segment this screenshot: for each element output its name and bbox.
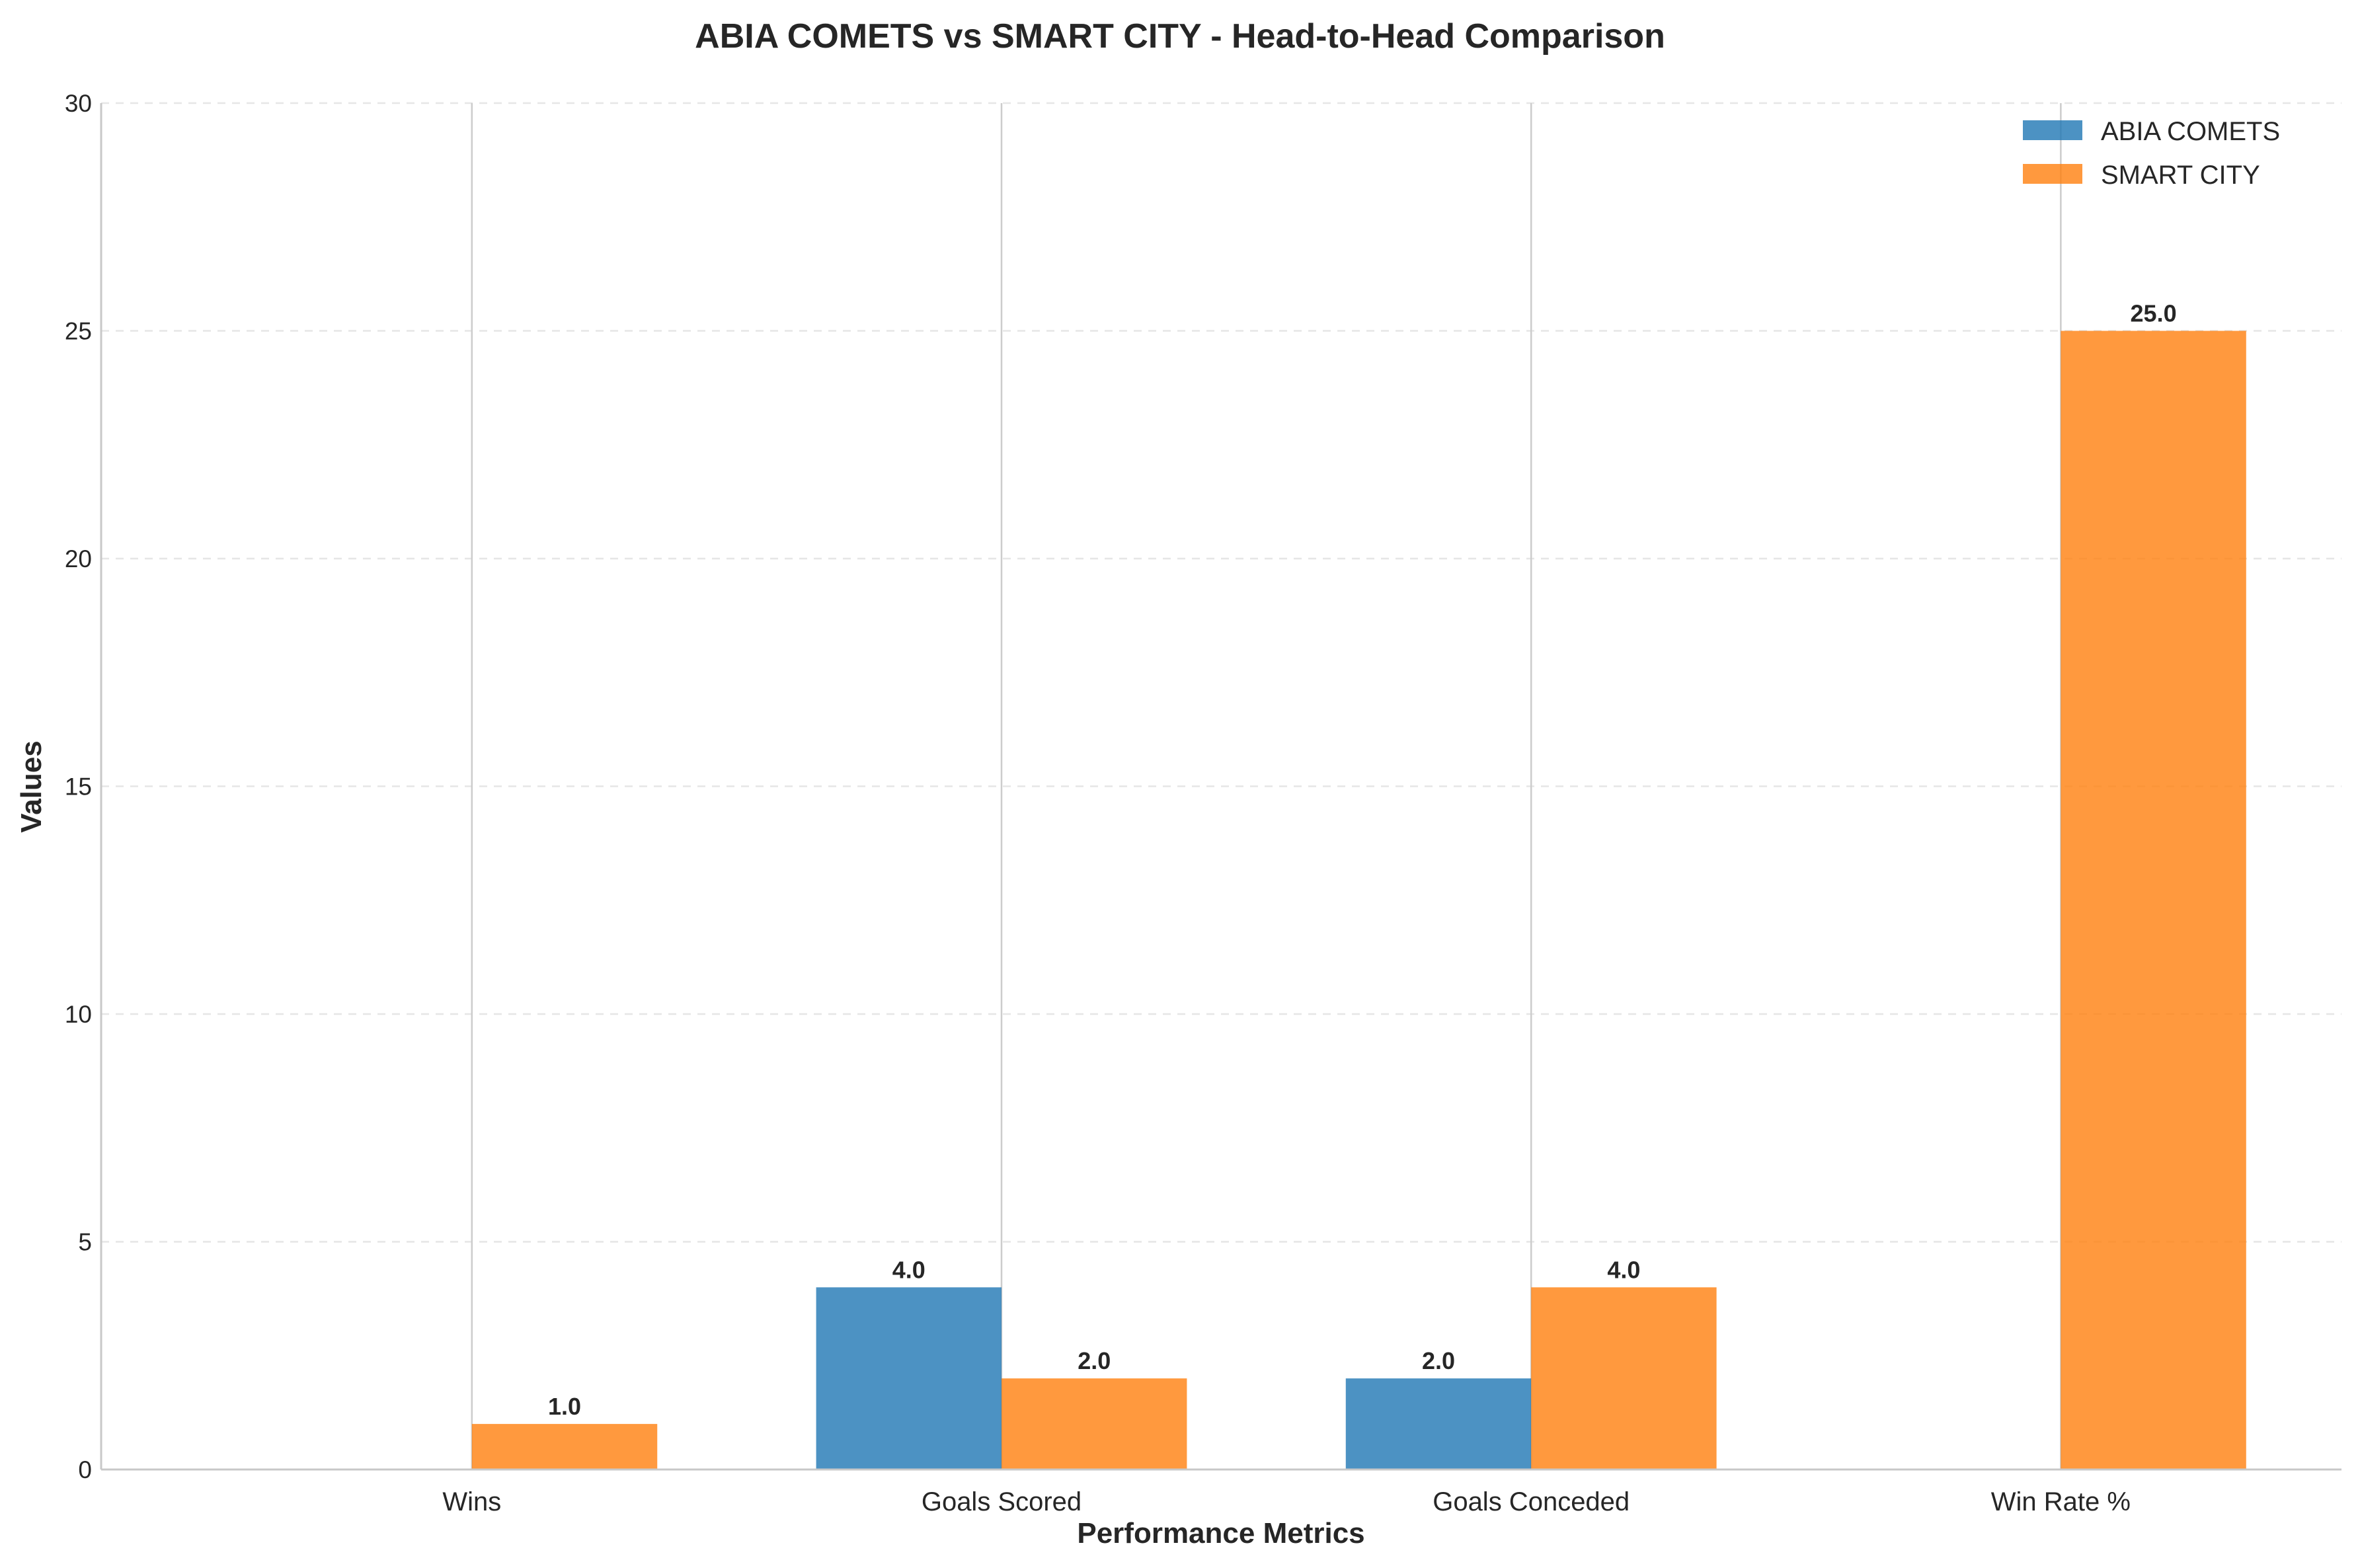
chart-title: ABIA COMETS vs SMART CITY - Head-to-Head… [695, 17, 1665, 56]
bars [471, 331, 2246, 1470]
y-tick-label: 0 [78, 1456, 92, 1483]
y-tick-label: 15 [65, 773, 92, 801]
x-tick-label: Wins [442, 1487, 501, 1516]
bar-abia-comets [816, 1287, 1002, 1470]
axes [100, 103, 2341, 1471]
y-tick-label: 10 [65, 1001, 92, 1028]
y-tick-label: 20 [65, 545, 92, 572]
data-label: 2.0 [1422, 1347, 1455, 1374]
bar-abia-comets [1345, 1378, 1532, 1470]
y-tick-label: 30 [65, 90, 92, 117]
data-label: 1.0 [548, 1393, 581, 1420]
bar-smart-city [2061, 331, 2246, 1470]
x-tick-label: Goals Scored [922, 1487, 1082, 1516]
y-tick-label: 5 [78, 1229, 92, 1256]
legend-swatch [2023, 120, 2082, 140]
y-tick-label: 25 [65, 318, 92, 345]
data-label: 2.0 [1078, 1347, 1111, 1374]
x-tick-label: Win Rate % [1991, 1487, 2131, 1516]
category-labels: Wins Goals Scored Goals Conceded Win Rate % [442, 1487, 2131, 1516]
bar-smart-city [1002, 1378, 1187, 1470]
tick-labels: 0 5 10 15 20 25 30 [65, 90, 92, 1483]
y-axis-title: Values [15, 740, 48, 832]
legend-label: ABIA COMETS [2101, 117, 2280, 146]
bar-smart-city [471, 1424, 658, 1470]
data-label: 4.0 [1607, 1256, 1640, 1283]
legend-label: SMART CITY [2101, 161, 2260, 190]
x-tick-label: Goals Conceded [1433, 1487, 1630, 1516]
grid-lines [101, 102, 2341, 1470]
data-label: 25.0 [2131, 300, 2177, 327]
bar-smart-city [1531, 1287, 1717, 1470]
legend-swatch [2023, 164, 2082, 184]
legend: ABIA COMETS SMART CITY [2023, 117, 2280, 190]
data-label: 4.0 [892, 1256, 925, 1283]
x-axis-title: Performance Metrics [1077, 1517, 1364, 1549]
data-labels: 4.0 2.0 1.0 2.0 4.0 25.0 [548, 300, 2177, 1421]
